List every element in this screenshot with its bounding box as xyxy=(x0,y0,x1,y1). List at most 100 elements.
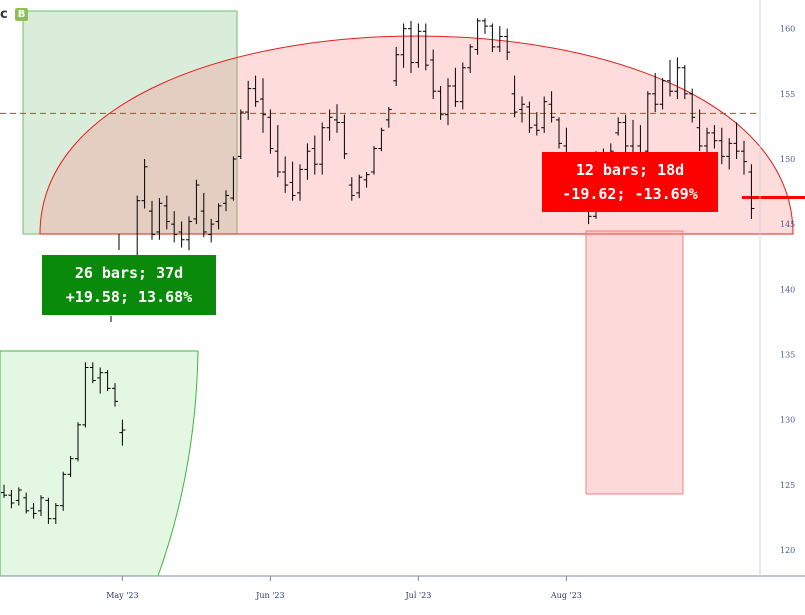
ohlc-bar xyxy=(45,497,52,524)
y-tick-label: 140 xyxy=(780,285,795,294)
ohlc-bar xyxy=(474,18,481,55)
ohlc-bar xyxy=(415,23,422,68)
ohlc-bar xyxy=(156,198,163,240)
ohlc-bar xyxy=(193,179,200,225)
ohlc-bar xyxy=(511,75,518,118)
ohlc-bar xyxy=(681,65,688,100)
axes: 120 125 130 135 140 145 150 155 160 May '23 Jun '2… xyxy=(0,0,805,600)
ohlc-bar xyxy=(348,177,355,201)
ohlc-bar xyxy=(341,114,348,159)
ohlc-bar xyxy=(297,164,303,201)
ohlc-bar xyxy=(289,161,296,201)
ohlc-bar xyxy=(489,23,496,53)
ohlc-bar xyxy=(726,138,733,170)
ohlc-bar xyxy=(393,46,400,87)
ohlc-bar xyxy=(526,101,533,133)
ohlc-bar xyxy=(215,203,222,230)
ohlc-bar xyxy=(748,164,755,219)
ohlc-bar xyxy=(30,503,37,519)
rise-measure-callout: 26 bars; 37d +19.58; 13.68% xyxy=(42,255,216,315)
ohlc-bar xyxy=(52,503,59,524)
ohlc-bar xyxy=(437,86,444,120)
y-tick-label: 130 xyxy=(780,416,795,425)
rise-callout-change: +19.58; 13.68% xyxy=(65,288,193,306)
x-tick-label: May '23 xyxy=(106,591,138,600)
ohlc-bar xyxy=(8,489,15,509)
ohlc-bar xyxy=(445,78,451,126)
ohlc-bar xyxy=(1,484,7,498)
ohlc-bar xyxy=(163,195,170,230)
ohlc-bar xyxy=(371,145,377,175)
ohlc-bar xyxy=(674,57,681,100)
y-tick-label: 120 xyxy=(780,546,795,555)
reference-lines xyxy=(0,112,805,322)
ohlc-bar xyxy=(556,117,562,149)
ohlc-bar xyxy=(97,367,104,394)
ohlc-bar xyxy=(400,23,407,68)
ohlc-bar xyxy=(615,117,622,136)
ohlc-bar xyxy=(711,125,718,149)
ohlc-bar xyxy=(67,456,74,477)
ohlc-bar xyxy=(208,218,215,243)
ohlc-bar xyxy=(659,78,666,110)
ohlc-bar xyxy=(252,75,259,107)
ohlc-bar xyxy=(363,172,370,188)
ohlc-bar xyxy=(230,156,237,201)
toolbar-glyph[interactable]: c xyxy=(0,7,8,22)
ohlc-bar xyxy=(223,190,229,212)
b-badge-icon[interactable]: B xyxy=(15,8,28,21)
ohlc-bar xyxy=(519,96,525,123)
ohlc-bar xyxy=(430,49,437,100)
ohlc-bar xyxy=(119,419,126,446)
ohlc-bar xyxy=(378,127,385,152)
ohlc-bar xyxy=(622,114,629,154)
ohlc-bar xyxy=(696,109,703,152)
ohlc-bar xyxy=(311,135,318,175)
ohlc-bar xyxy=(356,174,363,199)
ohlc-bar xyxy=(467,44,474,73)
ohlc-bar xyxy=(274,125,281,178)
ohlc-bar xyxy=(652,72,659,113)
ohlc-bar xyxy=(334,104,340,133)
ohlc-bar xyxy=(689,88,696,123)
lower-green-arc-region xyxy=(0,350,199,577)
ohlc-bar xyxy=(112,383,118,407)
ohlc-bar xyxy=(171,211,178,243)
y-tick-label: 160 xyxy=(780,25,795,34)
ohlc-bar xyxy=(260,78,266,133)
ohlc-bar xyxy=(282,156,289,193)
x-tick-label: Jun '23 xyxy=(255,591,284,600)
ohlc-bar xyxy=(82,362,89,428)
ohlc-bar xyxy=(326,109,333,141)
y-tick-label: 135 xyxy=(780,350,795,359)
ohlc-bar xyxy=(89,362,96,384)
x-tick-label: Aug '23 xyxy=(550,591,582,600)
ohlc-bar xyxy=(304,143,311,180)
rise-measure-box xyxy=(22,10,238,235)
ohlc-bar xyxy=(319,122,326,175)
ohlc-bar xyxy=(408,20,414,73)
ohlc-bar xyxy=(245,80,252,120)
ohlc-bar xyxy=(644,91,651,154)
ohlc-bar xyxy=(733,122,740,159)
y-tick-label: 125 xyxy=(780,481,795,490)
ohlc-bar xyxy=(23,492,30,514)
ohlc-bar xyxy=(504,28,511,60)
x-tick-label: Jul '23 xyxy=(404,591,431,600)
ohlc-bar xyxy=(267,109,274,154)
ohlc-bar xyxy=(237,109,244,159)
ohlc-bar xyxy=(38,495,44,517)
ohlc-bar xyxy=(541,96,548,133)
ohlc-bar xyxy=(452,67,459,107)
rise-callout-bars: 26 bars; 37d xyxy=(74,264,184,282)
ohlc-bar xyxy=(141,158,148,209)
ohlc-bar xyxy=(718,127,725,165)
ohlc-bar xyxy=(60,471,67,511)
ohlc-bar xyxy=(149,200,155,240)
ohlc-bar xyxy=(741,140,747,175)
fall-measure-callout: 12 bars; 18d -19.62; -13.69% xyxy=(542,152,718,212)
fall-callout-change: -19.62; -13.69% xyxy=(562,185,698,203)
ohlc-bar xyxy=(186,216,192,251)
y-tick-label: 150 xyxy=(780,155,795,164)
ohlc-bar xyxy=(104,370,111,391)
